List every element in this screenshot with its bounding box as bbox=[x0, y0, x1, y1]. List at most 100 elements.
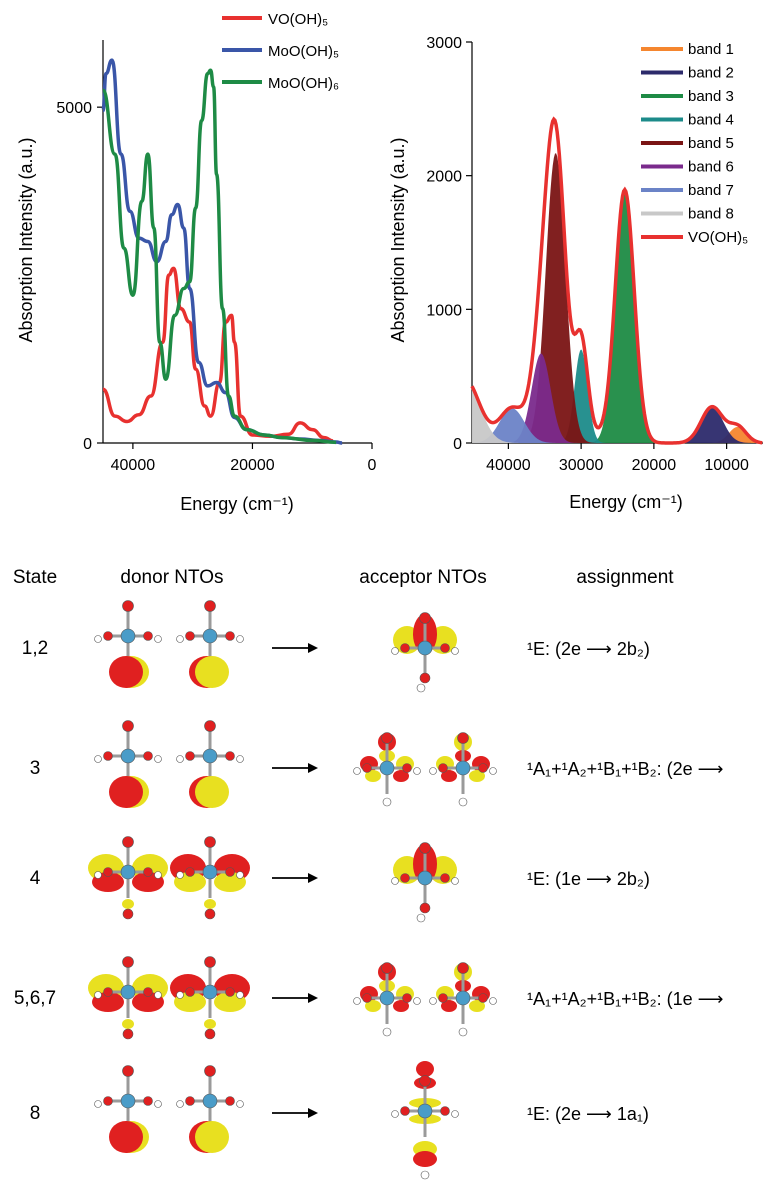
hydrogen-atom bbox=[489, 767, 497, 775]
orbital-lobe-red bbox=[109, 1121, 143, 1153]
metal-atom bbox=[417, 1103, 433, 1119]
oxygen-atom bbox=[143, 987, 153, 997]
right-y-tick-label: 0 bbox=[453, 436, 462, 453]
oxygen-atom bbox=[204, 956, 216, 968]
donor-nto bbox=[88, 836, 168, 920]
hydrogen-atom bbox=[94, 991, 102, 999]
acceptor-nto bbox=[353, 732, 497, 807]
oxygen-atom bbox=[204, 1065, 216, 1077]
hydrogen-atom bbox=[176, 635, 184, 643]
metal-atom bbox=[120, 984, 136, 1000]
oxygen-atom bbox=[440, 1106, 450, 1116]
right-legend-label-6: band 7 bbox=[688, 182, 734, 199]
oxygen-atom bbox=[362, 763, 372, 773]
donor-nto bbox=[88, 956, 168, 1040]
orbital-lobe bbox=[469, 770, 485, 782]
left-x-tick-label: 40000 bbox=[111, 457, 156, 474]
oxygen-atom bbox=[122, 956, 134, 968]
acceptor-nto bbox=[391, 612, 459, 693]
oxygen-atom bbox=[419, 672, 431, 684]
donor-nto bbox=[94, 720, 162, 808]
hydrogen-atom bbox=[176, 871, 184, 879]
chart-right: 40000 30000 20000 10000 0 1000 2000 3000 Absorp… bbox=[388, 35, 763, 512]
oxygen-atom bbox=[402, 993, 412, 1003]
metal-atom bbox=[417, 640, 433, 656]
hydrogen-atom bbox=[236, 635, 244, 643]
hydrogen-atom bbox=[236, 755, 244, 763]
right-x-tick-label: 20000 bbox=[632, 457, 677, 474]
table-row: 3 ¹A₁+¹A₂+¹B₁+¹B₂: (2e ⟶ bbox=[30, 720, 723, 808]
band-fill-6 bbox=[472, 353, 763, 443]
donor-nto bbox=[170, 836, 250, 920]
orbital-lobe bbox=[469, 1000, 485, 1012]
orbital-lobe-yellow bbox=[204, 899, 216, 909]
left-x-tick-label: 0 bbox=[368, 457, 377, 474]
oxygen-atom bbox=[143, 867, 153, 877]
hydrogen-atom bbox=[429, 767, 437, 775]
right-x-tick-label: 40000 bbox=[486, 457, 531, 474]
hydrogen-atom bbox=[154, 755, 162, 763]
right-y-axis-label: Absorption Intensity (a.u.) bbox=[388, 137, 408, 342]
oxygen-atom bbox=[225, 867, 235, 877]
metal-atom bbox=[202, 628, 218, 644]
metal-atom bbox=[120, 628, 136, 644]
orbital-lobe-yellow bbox=[122, 899, 134, 909]
row-assignment: ¹E: (1e ⟶ 2b₂) bbox=[527, 869, 650, 889]
header-state: State bbox=[13, 567, 57, 588]
orbital-lobe-yellow bbox=[122, 1019, 134, 1029]
table-row: 5,6,7 ¹A₁+¹A₂+¹B₁+¹B₂: (1e ⟶ bbox=[14, 956, 723, 1040]
row-assignment: ¹E: (2e ⟶ 1a₁) bbox=[527, 1104, 649, 1124]
row-state: 4 bbox=[30, 868, 41, 889]
orbital-lobe-red bbox=[109, 656, 143, 688]
left-legend-label-2: MoO(OH)₆ bbox=[268, 75, 339, 92]
orbital-lobe bbox=[365, 770, 381, 782]
header-assignment: assignment bbox=[576, 567, 674, 588]
right-legend-label-3: band 4 bbox=[688, 112, 734, 129]
metal-atom bbox=[202, 748, 218, 764]
oxygen-atom bbox=[381, 732, 393, 744]
oxygen-atom bbox=[122, 836, 134, 848]
right-x-tick-label: 10000 bbox=[704, 457, 749, 474]
right-y-tick-label: 1000 bbox=[426, 302, 462, 319]
orbital-lobe bbox=[441, 770, 457, 782]
right-y-tick-label: 3000 bbox=[426, 35, 462, 52]
hydrogen-atom bbox=[154, 635, 162, 643]
oxygen-atom bbox=[478, 763, 488, 773]
header-acceptor: acceptor NTOs bbox=[359, 567, 486, 588]
left-y-axis-label: Absorption Intensity (a.u.) bbox=[16, 137, 36, 342]
table-rows: 1,2 ¹E: (2e ⟶ 2b₂) 3 ¹A₁+¹A₂+¹B₁+¹B₂: (2e ⟶… bbox=[14, 600, 723, 1180]
left-legend-label-1: MoO(OH)₅ bbox=[268, 43, 339, 60]
oxygen-atom bbox=[204, 720, 216, 732]
oxygen-atom bbox=[122, 720, 134, 732]
oxygen-atom bbox=[185, 987, 195, 997]
hydrogen-atom bbox=[94, 635, 102, 643]
right-legend-label-0: band 1 bbox=[688, 41, 734, 58]
left-series-line-0 bbox=[102, 266, 334, 443]
orbital-lobe-yellow bbox=[195, 776, 229, 808]
arrow-head bbox=[308, 763, 318, 773]
hydrogen-atom bbox=[94, 871, 102, 879]
metal-atom bbox=[455, 760, 471, 776]
oxygen-atom bbox=[185, 867, 195, 877]
band-fill-3 bbox=[472, 191, 763, 443]
oxygen-atom bbox=[103, 867, 113, 877]
oxygen-atom bbox=[225, 751, 235, 761]
left-x-axis-label: Energy (cm⁻¹) bbox=[180, 494, 294, 514]
orbital-lobe-yellow bbox=[195, 656, 229, 688]
oxygen-atom bbox=[225, 1096, 235, 1106]
right-x-tick-label: 30000 bbox=[559, 457, 604, 474]
donor-nto bbox=[176, 1065, 244, 1153]
oxygen-atom bbox=[400, 873, 410, 883]
hydrogen-atom bbox=[382, 1027, 392, 1037]
oxygen-atom bbox=[185, 631, 195, 641]
oxygen-atom bbox=[419, 1075, 431, 1087]
table-row: 4 ¹E: (1e ⟶ 2b₂) bbox=[30, 836, 650, 923]
hydrogen-atom bbox=[176, 991, 184, 999]
arrow-head bbox=[308, 873, 318, 883]
hydrogen-atom bbox=[489, 997, 497, 1005]
oxygen-atom bbox=[440, 873, 450, 883]
oxygen-atom bbox=[362, 993, 372, 1003]
right-sum-line bbox=[470, 116, 763, 445]
hydrogen-atom bbox=[236, 1100, 244, 1108]
row-state: 1,2 bbox=[22, 638, 48, 659]
